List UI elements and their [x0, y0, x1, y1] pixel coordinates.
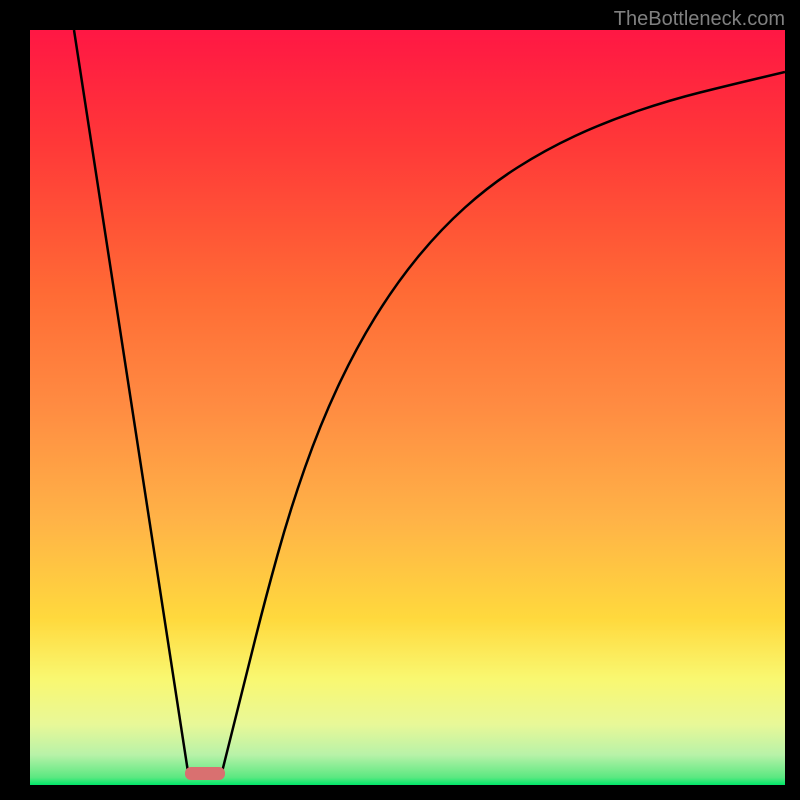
watermark-text: TheBottleneck.com — [614, 8, 785, 31]
curve-right-ascent — [222, 72, 785, 772]
optimal-point-marker — [185, 767, 225, 780]
chart-area — [30, 30, 785, 785]
bottleneck-curve — [30, 30, 785, 785]
curve-left-descent — [74, 30, 188, 772]
